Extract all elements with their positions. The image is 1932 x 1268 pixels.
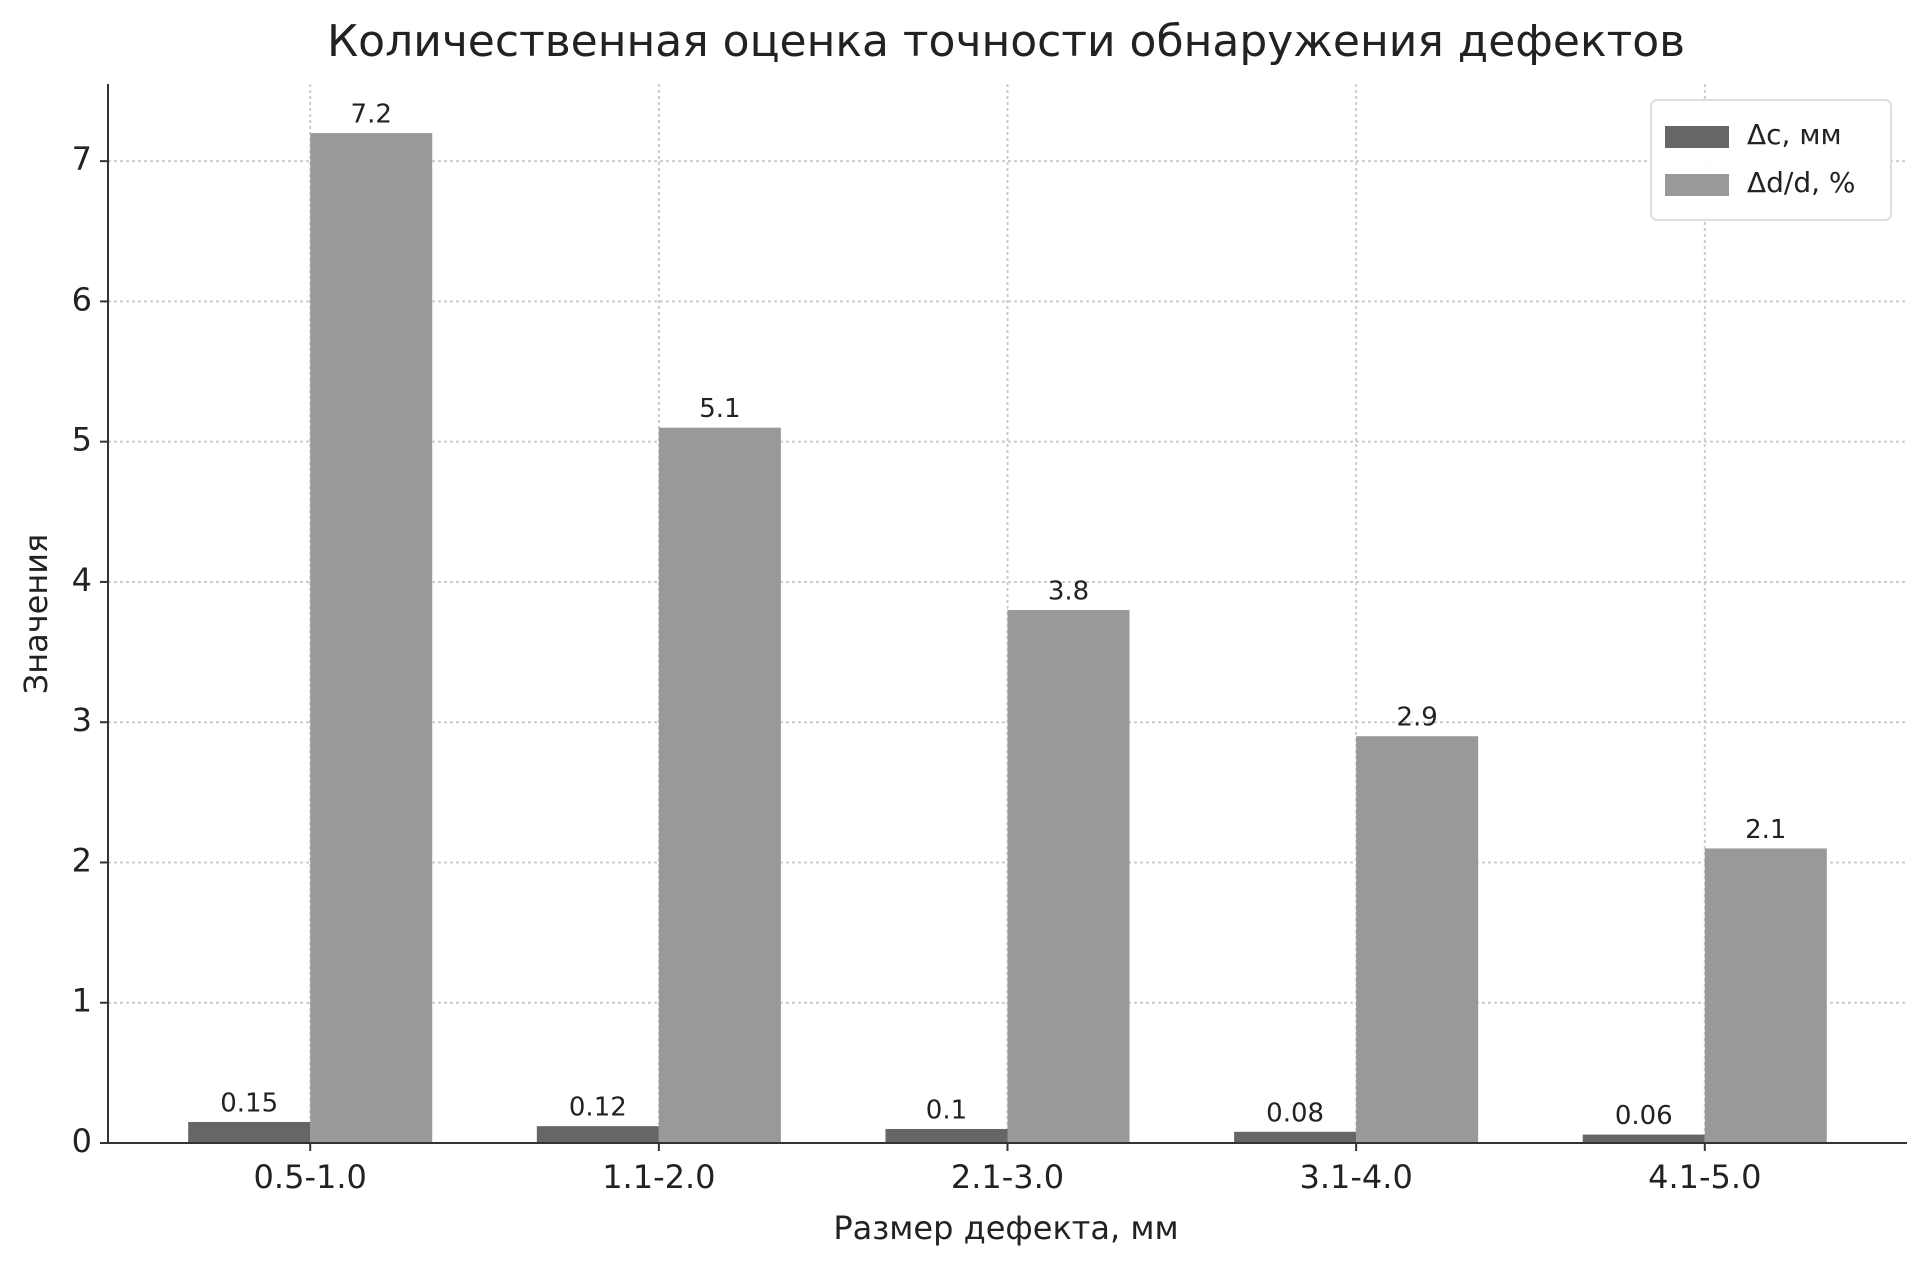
bar — [1007, 609, 1130, 1143]
y-tick-label: 2 — [72, 841, 92, 879]
value-label: 0.06 — [1615, 1101, 1673, 1131]
value-label: 7.2 — [351, 100, 392, 130]
bar — [1704, 848, 1827, 1143]
value-label: 0.1 — [926, 1095, 967, 1125]
bar — [885, 1128, 1008, 1143]
x-tick-label: 2.1-3.0 — [951, 1158, 1064, 1196]
legend-swatch — [1665, 126, 1729, 148]
value-label: 0.15 — [220, 1088, 278, 1118]
x-tick-label: 3.1-4.0 — [1299, 1158, 1412, 1196]
y-tick-label: 0 — [72, 1122, 92, 1160]
chart-title: Количественная оценка точности обнаружен… — [327, 16, 1685, 67]
bar — [188, 1121, 311, 1143]
bar — [1234, 1131, 1357, 1143]
y-tick-label: 5 — [72, 421, 92, 459]
value-label: 2.1 — [1745, 815, 1786, 845]
x-tick-label: 4.1-5.0 — [1648, 1158, 1761, 1196]
value-label: 5.1 — [699, 394, 740, 424]
y-axis-label: Значения — [17, 534, 55, 695]
value-label: 0.08 — [1266, 1098, 1324, 1128]
legend-swatch — [1665, 174, 1729, 196]
legend-label: Δd/d, % — [1747, 166, 1856, 199]
x-tick-label: 0.5-1.0 — [254, 1158, 367, 1196]
bar — [1356, 736, 1479, 1143]
bar — [536, 1126, 659, 1143]
y-tick-label: 1 — [72, 982, 92, 1020]
value-label: 2.9 — [1396, 703, 1437, 733]
y-tick-label: 4 — [72, 561, 92, 599]
bar — [658, 427, 781, 1143]
legend-label: Δc, мм — [1747, 118, 1842, 151]
bar — [1582, 1134, 1705, 1143]
value-label: 3.8 — [1048, 576, 1089, 606]
y-tick-label: 6 — [72, 280, 92, 318]
y-tick-label: 7 — [72, 140, 92, 178]
x-axis-label: Размер дефекта, мм — [833, 1209, 1178, 1247]
value-label: 0.12 — [569, 1093, 627, 1123]
bar — [310, 133, 433, 1143]
x-tick-label: 1.1-2.0 — [602, 1158, 715, 1196]
y-tick-label: 3 — [72, 701, 92, 739]
